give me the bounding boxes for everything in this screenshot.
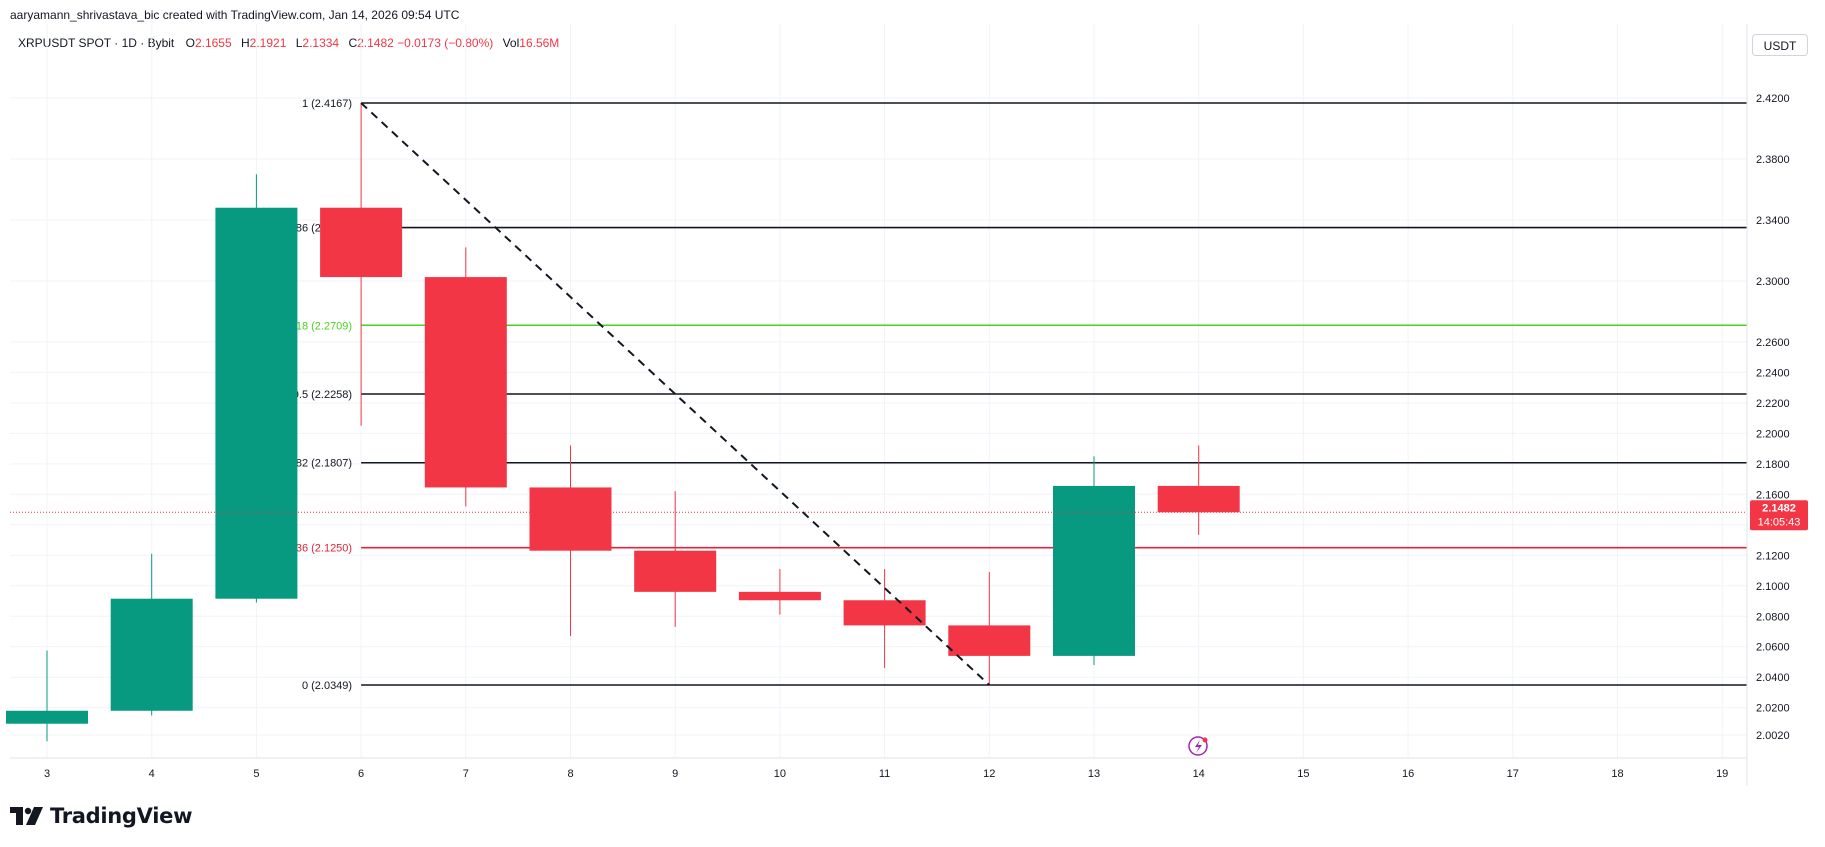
y-tick-label: 2.2600: [1756, 337, 1790, 349]
x-tick-label: 8: [567, 768, 573, 780]
y-tick-label: 2.0600: [1756, 642, 1790, 654]
fib-level-label: 1 (2.4167): [302, 98, 352, 110]
candle-body: [843, 600, 926, 626]
fib-level-label: 0.382 (2.1807): [281, 458, 353, 470]
candle-body: [738, 591, 821, 601]
x-tick-label: 18: [1611, 768, 1623, 780]
price-tag: 2.1482 14:05:43: [1750, 500, 1808, 531]
fib-level-label: 0.236 (2.1250): [281, 543, 353, 555]
y-tick-label: 2.0400: [1756, 672, 1790, 684]
high-value: 2.1921: [249, 36, 287, 50]
x-tick-label: 17: [1507, 768, 1519, 780]
candle-body: [215, 207, 298, 599]
y-tick-label: 2.2200: [1756, 398, 1790, 410]
axes: 2.4200 2.3800 2.3400 2.3000 2.2600 2.2400 2.22…: [10, 24, 1790, 786]
y-tick-label: 2.1000: [1756, 581, 1790, 593]
low-value: 2.1334: [302, 36, 340, 50]
x-tick-label: 10: [774, 768, 786, 780]
x-tick-label: 19: [1716, 768, 1728, 780]
price-tag-countdown: 14:05:43: [1758, 516, 1801, 528]
candles: [6, 103, 1747, 742]
x-tick-label: 14: [1193, 768, 1205, 780]
trend-line[interactable]: [360, 102, 990, 686]
x-tick-label: 7: [463, 768, 469, 780]
candle-body: [110, 598, 193, 711]
candle-body: [424, 277, 507, 488]
y-tick-label: 2.0020: [1756, 730, 1790, 742]
x-tick-label: 16: [1402, 768, 1414, 780]
volume-label: Vol: [502, 36, 520, 50]
open-label: O: [185, 36, 195, 50]
event-marker-icon[interactable]: [1188, 736, 1208, 756]
volume-value: 16.56M: [519, 36, 560, 50]
y-tick-label: 2.1800: [1756, 459, 1790, 471]
currency-button[interactable]: USDT: [1752, 34, 1808, 56]
candle-body: [320, 207, 403, 278]
y-tick-label: 2.2000: [1756, 428, 1790, 440]
y-tick-label: 2.1200: [1756, 550, 1790, 562]
y-tick-label: 2.0200: [1756, 703, 1790, 715]
x-tick-label: 3: [44, 768, 50, 780]
x-tick-label: 15: [1297, 768, 1309, 780]
y-tick-label: 2.3000: [1756, 276, 1790, 288]
candle-body: [634, 550, 717, 592]
tradingview-logo[interactable]: TradingView: [10, 804, 192, 828]
fib-level-label: 0 (2.0349): [302, 680, 352, 692]
close-label: C: [348, 36, 358, 50]
y-tick-label: 2.2400: [1756, 367, 1790, 379]
open-value: 2.1655: [194, 36, 232, 50]
y-tick-label: 2.4200: [1756, 93, 1790, 105]
price-tag-box: [1750, 500, 1808, 531]
x-tick-label: 5: [253, 768, 259, 780]
candle-body: [529, 487, 612, 551]
fib-trend-line[interactable]: [360, 102, 990, 686]
y-tick-label: 2.3400: [1756, 215, 1790, 227]
symbol-title[interactable]: XRPUSDT SPOT · 1D · Bybit: [18, 36, 175, 50]
fib-level-label: 0.618 (2.2709): [281, 320, 353, 332]
close-value: 2.1482 −0.0173 (−0.80%): [357, 36, 494, 50]
tradingview-logo-icon: [10, 807, 43, 825]
fib-level-label: 0.5 (2.2258): [293, 389, 352, 401]
y-tick-label: 2.1600: [1756, 489, 1790, 501]
x-tick-label: 13: [1088, 768, 1100, 780]
candle-body: [6, 710, 88, 724]
price-tag-value: 2.1482: [1762, 502, 1796, 514]
candle-body: [948, 625, 1031, 656]
x-tick-label: 6: [358, 768, 364, 780]
x-tick-label: 9: [672, 768, 678, 780]
candle-body: [1157, 485, 1240, 513]
x-tick-label: 12: [983, 768, 995, 780]
y-tick-label: 2.0800: [1756, 611, 1790, 623]
chart-credit: aaryamann_shrivastava_bic created with T…: [10, 8, 460, 22]
high-label: H: [241, 36, 250, 50]
low-label: L: [295, 36, 303, 50]
x-tick-label: 11: [879, 768, 890, 780]
x-tick-label: 4: [149, 768, 155, 780]
symbol-legend: XRPUSDT SPOT · 1D · Bybit O2.1655 H2.192…: [18, 36, 565, 50]
candle-body: [1053, 485, 1135, 656]
y-tick-label: 2.3800: [1756, 154, 1790, 166]
tradingview-wordmark: TradingView: [50, 804, 193, 828]
